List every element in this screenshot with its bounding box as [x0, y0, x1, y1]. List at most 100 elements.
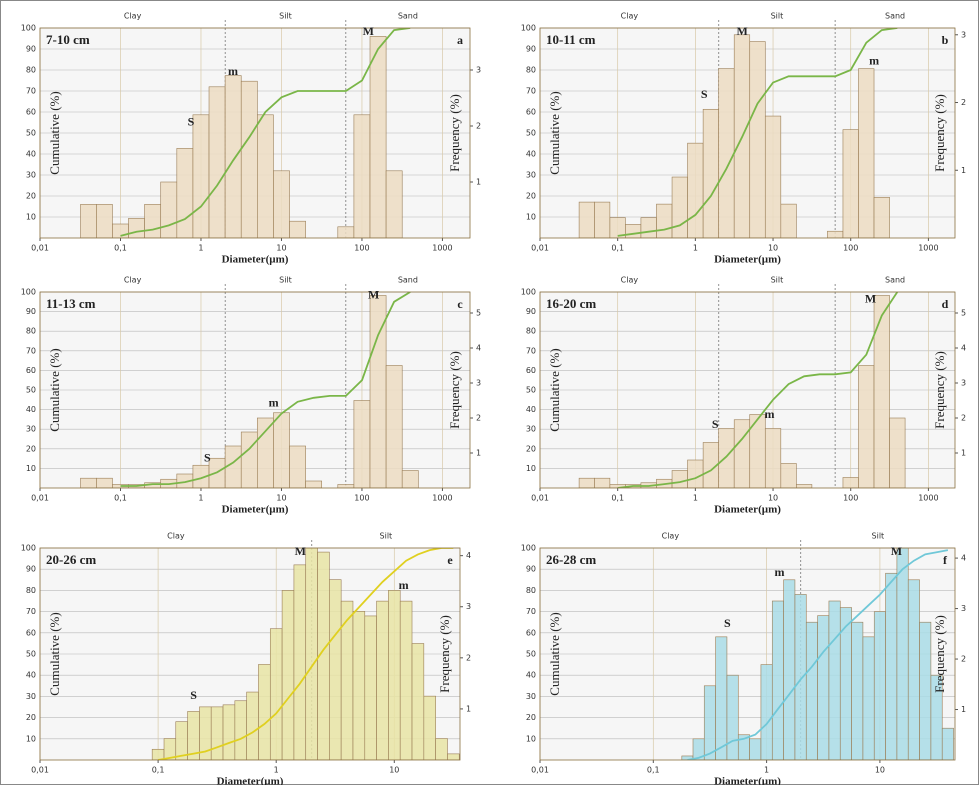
x-tick-label: 10 — [389, 766, 399, 775]
cumulative-line — [617, 28, 898, 237]
y-tick-label: 10 — [26, 464, 36, 473]
annotation: m — [869, 53, 879, 67]
y-tick-label: 100 — [21, 24, 36, 33]
x-axis-title: Diameter(µm) — [222, 254, 289, 266]
y-tick-label: 100 — [521, 544, 536, 553]
zone-label: Sand — [398, 12, 418, 21]
bar — [764, 115, 782, 238]
bar — [858, 68, 875, 238]
bar — [305, 548, 318, 760]
bar — [210, 706, 224, 760]
y-tick-label: 80 — [526, 327, 536, 336]
y-tick-label: 70 — [526, 346, 536, 355]
y-tick-label: 80 — [26, 327, 36, 336]
y2-tick-label: 1 — [476, 449, 481, 458]
y-tick-label: 60 — [526, 366, 536, 375]
bar — [656, 203, 673, 238]
x-tick-label: 1 — [274, 766, 279, 775]
x-tick-label: 1000 — [918, 494, 938, 503]
x-tick-label: 0,01 — [31, 494, 49, 503]
annotation: S — [190, 688, 197, 702]
zone-label: Sand — [885, 12, 905, 21]
y-tick-label: 80 — [26, 66, 36, 75]
y2-tick-label: 4 — [476, 344, 481, 353]
zone-label: Silt — [279, 12, 292, 21]
y-tick-label: 90 — [26, 45, 36, 54]
bar — [388, 590, 401, 760]
x-tick-label: 1 — [693, 244, 698, 253]
bar — [401, 470, 419, 488]
x-tick-label: 0,1 — [114, 244, 127, 253]
bar — [240, 80, 258, 238]
panel-letter: a — [457, 33, 463, 47]
y-tick-label: 10 — [526, 464, 536, 473]
x-tick-label: 0,1 — [611, 494, 624, 503]
bar — [640, 217, 657, 238]
annotation: S — [701, 87, 708, 101]
y-tick-label: 70 — [26, 87, 36, 96]
plot-frame — [39, 291, 471, 489]
panel-title: 10-11 cm — [546, 32, 596, 47]
bar — [208, 86, 226, 238]
panel-letter: c — [457, 297, 463, 311]
zone-label: Clay — [621, 12, 639, 21]
bar — [337, 226, 355, 238]
plot-frame — [539, 547, 956, 761]
y-tick-label: 10 — [26, 734, 36, 743]
annotation: M — [865, 292, 876, 306]
y2-tick-label: 3 — [476, 379, 481, 388]
bar — [594, 477, 611, 488]
y2-tick-label: 3 — [476, 66, 481, 75]
bar — [794, 594, 807, 760]
bar — [281, 590, 295, 760]
x-tick-label: 1000 — [432, 494, 452, 503]
cumulative-line — [617, 292, 899, 488]
x-tick-label: 10 — [276, 244, 286, 253]
bar — [828, 600, 841, 760]
bar — [715, 636, 728, 760]
bar — [257, 114, 274, 238]
x-tick-label: 0,01 — [531, 494, 549, 503]
y-tick-label: 30 — [526, 692, 536, 701]
bar — [760, 664, 773, 760]
bar — [80, 477, 97, 488]
y2-tick-label: 1 — [476, 178, 481, 187]
plot-content — [578, 292, 906, 488]
bar — [842, 129, 859, 238]
y-tick-label: 60 — [26, 108, 36, 117]
x-axis-title: Diameter(µm) — [714, 776, 781, 785]
bar — [702, 108, 719, 238]
x-tick-label: 0,1 — [114, 494, 127, 503]
bar — [222, 704, 236, 760]
y-tick-label: 30 — [526, 425, 536, 434]
y2-axis-title: Frequency (%) — [447, 351, 462, 429]
bar — [329, 579, 342, 760]
y-tick-label: 20 — [26, 713, 36, 722]
zone-label: Silt — [771, 276, 784, 285]
bar — [144, 204, 162, 238]
zone-label: Silt — [279, 276, 292, 285]
annotation: M — [736, 24, 747, 38]
bar — [718, 68, 735, 238]
annotation: m — [228, 64, 238, 78]
bar — [919, 621, 932, 760]
bar — [873, 197, 890, 238]
y-tick-label: 80 — [526, 586, 536, 595]
y2-axis-title: Frequency (%) — [932, 351, 947, 429]
panel-letter: b — [942, 33, 949, 47]
y-tick-label: 20 — [26, 192, 36, 201]
bar — [889, 417, 906, 488]
zone-label: Clay — [124, 12, 142, 21]
zone-label: Clay — [167, 532, 185, 541]
zone-label: Silt — [771, 12, 784, 21]
bar — [352, 611, 366, 760]
x-tick-label: 1 — [198, 494, 203, 503]
x-tick-label: 0,1 — [647, 766, 660, 775]
bar — [687, 459, 704, 488]
y-axis-title: Cumulative (%) — [547, 91, 562, 174]
bar — [376, 600, 389, 760]
bar — [293, 564, 307, 760]
annotation: m — [269, 395, 279, 409]
y-axis-title: Cumulative (%) — [47, 91, 62, 174]
